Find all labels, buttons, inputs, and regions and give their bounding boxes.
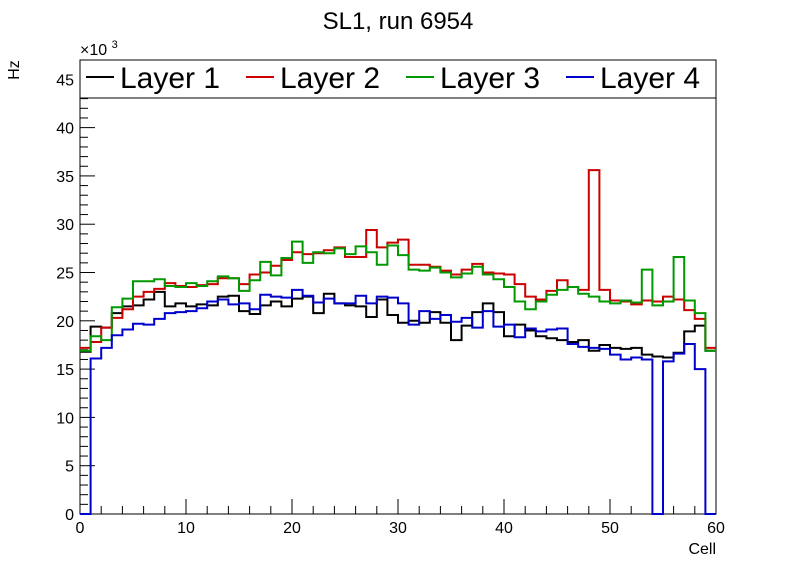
y-tick-label: 20 [56, 314, 74, 331]
y-tick-label: 35 [56, 169, 74, 186]
x-tick-label: 20 [283, 520, 301, 537]
series-layer-3 [80, 240, 716, 352]
legend-label-layer-4: Layer 4 [600, 62, 700, 95]
y-tick-label: 0 [65, 507, 74, 524]
y-tick-label: 40 [56, 121, 74, 138]
chart-title: SL1, run 6954 [323, 8, 474, 35]
x-axis-label: Cell [688, 541, 716, 558]
y-axis-label: Hz [6, 60, 23, 80]
legend-items: Layer 1 Layer 2 Layer 3 Layer 4 [86, 62, 700, 95]
y-tick-label: 25 [56, 266, 74, 283]
x-axis-ticks: 0 10 20 30 40 50 60 [76, 499, 725, 537]
legend-box [79, 59, 717, 99]
y-axis-multiplier: ×10 3 [80, 39, 118, 59]
y-tick-label: 15 [56, 362, 74, 379]
legend-label-layer-2: Layer 2 [280, 62, 380, 95]
legend-label-layer-1: Layer 1 [120, 62, 220, 95]
series-layer [80, 169, 716, 515]
y-tick-label: 30 [56, 217, 74, 234]
y-tick-label: 5 [65, 459, 74, 476]
x-tick-label: 60 [707, 520, 725, 537]
y-tick-label: 10 [56, 410, 74, 427]
y-axis-ticks: 0 5 10 15 20 25 30 35 40 45 [56, 59, 95, 524]
series-layer-4 [80, 288, 716, 515]
y-multiplier-base: ×10 [80, 42, 107, 59]
x-tick-label: 50 [601, 520, 619, 537]
x-tick-label: 10 [177, 520, 195, 537]
legend: Layer 1 Layer 2 Layer 3 Layer 4 [79, 59, 717, 99]
legend-label-layer-3: Layer 3 [440, 62, 540, 95]
y-multiplier-exponent: 3 [112, 39, 118, 51]
y-tick-label: 45 [56, 72, 74, 89]
x-tick-label: 0 [76, 520, 85, 537]
x-tick-label: 30 [389, 520, 407, 537]
x-tick-label: 40 [495, 520, 513, 537]
series-layer-1 [80, 290, 716, 359]
